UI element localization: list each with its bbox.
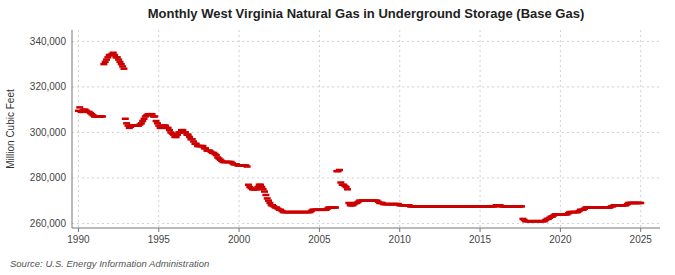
point (518, 205, 525, 208)
y-grid-line (72, 86, 660, 87)
point (151, 115, 158, 118)
point (332, 206, 339, 209)
x-tick-label: 2000 (228, 234, 251, 245)
point (100, 63, 107, 66)
point (103, 58, 110, 61)
x-tick-label: 1990 (67, 234, 90, 245)
point (173, 136, 180, 139)
x-tick (78, 228, 79, 232)
point (99, 115, 106, 118)
point (202, 147, 209, 150)
x-tick (319, 228, 320, 232)
point (122, 118, 129, 121)
x-tick-label: 1995 (148, 234, 171, 245)
point (199, 145, 206, 148)
y-grid-line (72, 177, 660, 178)
x-axis-line (72, 228, 660, 229)
x-tick-label: 2015 (469, 234, 492, 245)
x-grid-line (560, 30, 561, 228)
x-grid-line (480, 30, 481, 228)
y-tick-label: 320,000 (30, 81, 67, 92)
point (115, 58, 122, 61)
source-note: Source: U.S. Energy Information Administ… (10, 258, 209, 269)
point (174, 133, 181, 136)
point (120, 67, 127, 70)
point (265, 199, 272, 202)
y-grid-line (72, 41, 660, 42)
y-axis-line (72, 30, 73, 228)
title: Monthly West Virginia Natural Gas in Und… (148, 6, 585, 21)
x-tick (239, 228, 240, 232)
point (149, 113, 156, 116)
point (193, 143, 200, 146)
point (261, 190, 268, 193)
data-marks (75, 53, 644, 221)
point (258, 186, 265, 189)
point (153, 120, 160, 123)
x-tick (158, 228, 159, 232)
point (262, 194, 269, 197)
point (104, 56, 111, 59)
point (257, 184, 264, 187)
point (336, 169, 343, 172)
point (118, 63, 125, 66)
point (244, 165, 251, 168)
point (253, 188, 260, 191)
y-tick-label: 300,000 (30, 127, 67, 138)
y-grid-line (72, 223, 660, 224)
point (138, 122, 145, 125)
x-grid-line (640, 30, 641, 228)
point (260, 188, 267, 191)
point (213, 154, 220, 157)
point (245, 184, 252, 187)
point (264, 197, 271, 200)
point (182, 131, 189, 134)
point (114, 56, 121, 59)
x-tick-label: 2025 (630, 234, 653, 245)
x-tick-label: 2005 (308, 234, 331, 245)
x-tick (480, 228, 481, 232)
point (154, 122, 161, 125)
point (119, 65, 126, 68)
point (162, 124, 169, 127)
point (189, 138, 196, 141)
y-tick-label: 260,000 (30, 218, 67, 229)
point (637, 202, 644, 205)
x-tick-label: 2010 (389, 234, 412, 245)
point (111, 54, 118, 57)
point (266, 202, 273, 205)
grid (72, 30, 660, 228)
y-tick-label: 280,000 (30, 172, 67, 183)
x-grid-line (319, 30, 320, 228)
point (190, 140, 197, 143)
point (102, 61, 109, 64)
point (343, 186, 350, 189)
point (116, 61, 123, 64)
x-grid-line (239, 30, 240, 228)
x-tick (640, 228, 641, 232)
point (344, 188, 351, 191)
point (139, 120, 146, 123)
x-tick (560, 228, 561, 232)
point (123, 122, 130, 125)
point (165, 127, 172, 130)
point (141, 118, 148, 121)
x-tick (399, 228, 400, 232)
y-axis-label: Million Cubic Feet (5, 89, 16, 169)
y-grid-line (72, 132, 660, 133)
point (110, 52, 117, 55)
point (76, 106, 83, 109)
point (186, 136, 193, 139)
point (179, 129, 186, 132)
point (185, 133, 192, 136)
x-grid-line (399, 30, 400, 228)
point (337, 181, 344, 184)
x-grid-line (78, 30, 79, 228)
x-tick-label: 2020 (549, 234, 572, 245)
chart: Monthly West Virginia Natural Gas in Und… (0, 0, 675, 275)
y-tick-label: 340,000 (30, 36, 67, 47)
point (166, 129, 173, 132)
